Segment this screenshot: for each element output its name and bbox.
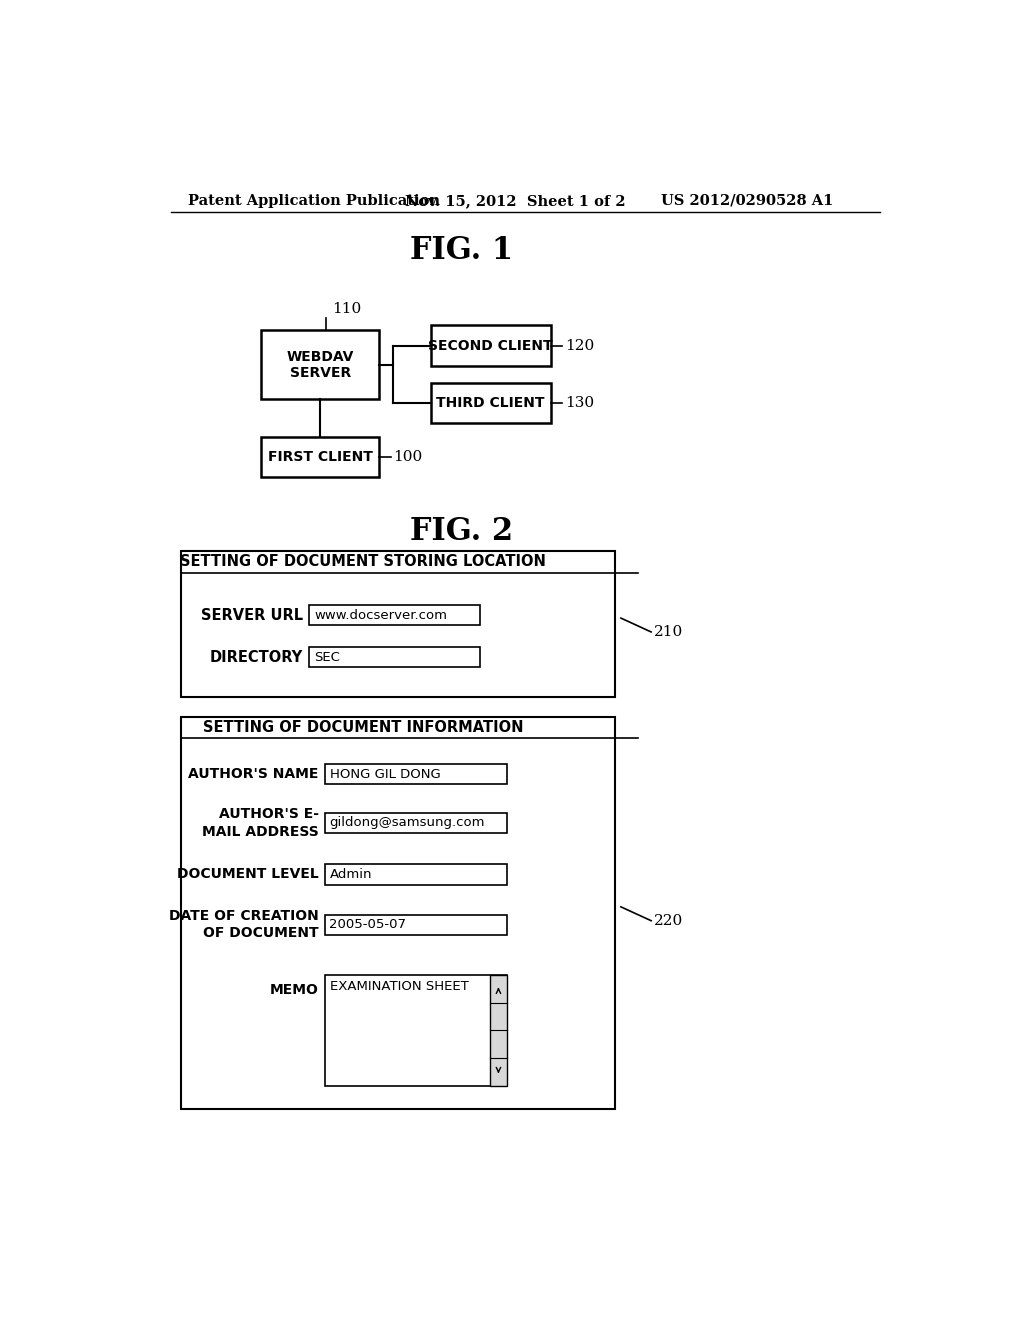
Text: 220: 220: [653, 913, 683, 928]
FancyBboxPatch shape: [325, 915, 507, 935]
Text: 210: 210: [653, 624, 683, 639]
FancyBboxPatch shape: [325, 974, 507, 1086]
FancyBboxPatch shape: [431, 326, 551, 366]
FancyBboxPatch shape: [431, 383, 551, 424]
Text: WEBDAV
SERVER: WEBDAV SERVER: [287, 350, 354, 380]
FancyBboxPatch shape: [180, 717, 614, 1109]
FancyBboxPatch shape: [261, 330, 379, 400]
Text: SECOND CLIENT: SECOND CLIENT: [428, 338, 553, 352]
Text: Patent Application Publication: Patent Application Publication: [188, 194, 440, 207]
Text: FIG. 2: FIG. 2: [410, 516, 513, 548]
Text: DIRECTORY: DIRECTORY: [210, 649, 303, 665]
Text: EXAMINATION SHEET: EXAMINATION SHEET: [330, 981, 468, 994]
Text: SEC: SEC: [314, 651, 340, 664]
Text: US 2012/0290528 A1: US 2012/0290528 A1: [662, 194, 834, 207]
Text: 110: 110: [332, 301, 361, 315]
Text: FIG. 1: FIG. 1: [410, 235, 513, 267]
Text: www.docserver.com: www.docserver.com: [314, 609, 447, 622]
FancyBboxPatch shape: [325, 813, 507, 833]
Text: HONG GIL DONG: HONG GIL DONG: [330, 768, 440, 781]
Text: 120: 120: [564, 338, 594, 352]
Text: 2005-05-07: 2005-05-07: [330, 917, 407, 931]
Text: MEMO: MEMO: [269, 983, 318, 997]
Text: gildong@samsung.com: gildong@samsung.com: [330, 816, 485, 829]
Text: AUTHOR'S E-
MAIL ADDRESS: AUTHOR'S E- MAIL ADDRESS: [202, 808, 318, 838]
Text: THIRD CLIENT: THIRD CLIENT: [436, 396, 545, 411]
FancyBboxPatch shape: [325, 764, 507, 784]
Text: FIRST CLIENT: FIRST CLIENT: [267, 450, 373, 465]
Text: 100: 100: [393, 450, 422, 465]
Text: DOCUMENT LEVEL: DOCUMENT LEVEL: [177, 867, 318, 882]
Text: Admin: Admin: [330, 869, 372, 880]
FancyBboxPatch shape: [489, 974, 507, 1086]
FancyBboxPatch shape: [309, 605, 480, 626]
Text: AUTHOR'S NAME: AUTHOR'S NAME: [188, 767, 318, 781]
FancyBboxPatch shape: [180, 552, 614, 697]
Text: SETTING OF DOCUMENT STORING LOCATION: SETTING OF DOCUMENT STORING LOCATION: [180, 554, 546, 569]
Text: SERVER URL: SERVER URL: [201, 607, 303, 623]
Text: Nov. 15, 2012  Sheet 1 of 2: Nov. 15, 2012 Sheet 1 of 2: [406, 194, 626, 207]
Text: SETTING OF DOCUMENT INFORMATION: SETTING OF DOCUMENT INFORMATION: [203, 719, 523, 735]
FancyBboxPatch shape: [261, 437, 379, 478]
FancyBboxPatch shape: [309, 647, 480, 668]
Text: 130: 130: [564, 396, 594, 411]
Text: DATE OF CREATION
OF DOCUMENT: DATE OF CREATION OF DOCUMENT: [169, 909, 318, 940]
FancyBboxPatch shape: [325, 865, 507, 884]
